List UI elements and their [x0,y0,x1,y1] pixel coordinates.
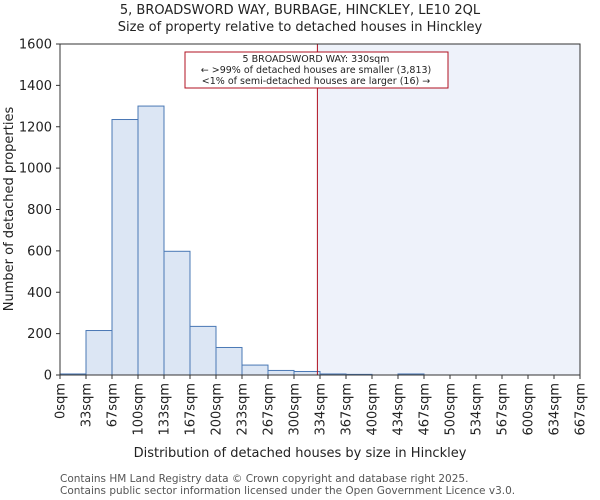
y-tick-label: 0 [44,369,52,384]
x-tick-label: 567sqm [496,383,511,436]
x-tick-label: 167sqm [184,383,199,436]
x-tick-label: 133sqm [158,383,173,436]
histogram-bar [137,105,165,376]
y-tick-label: 800 [27,203,52,218]
x-tick-label: 67sqm [106,383,121,427]
histogram-chart: 5, BROADSWORD WAY, BURBAGE, HINCKLEY, LE… [2,3,589,461]
y-tick-label: 1000 [19,162,52,177]
x-tick-label: 500sqm [444,383,459,436]
histogram-bar [85,330,113,376]
x-tick-label: 667sqm [574,383,589,436]
x-tick-label: 634sqm [548,383,563,436]
y-tick-label: 600 [27,244,52,259]
y-tick-label: 200 [27,327,52,342]
x-tick-label: 0sqm [54,383,69,419]
x-tick-label: 233sqm [236,383,251,436]
annotation-box: 5 BROADSWORD WAY: 330sqm ← >99% of detac… [184,51,449,89]
footer-attribution: Contains HM Land Registry data © Crown c… [60,473,515,497]
y-axis-label: Number of detached properties [2,107,17,312]
annotation-line-1: 5 BROADSWORD WAY: 330sqm [243,54,390,65]
annotation-line-2: ← >99% of detached houses are smaller (3… [201,65,432,76]
larger-than-property-region [317,44,580,375]
y-tick-label: 1200 [19,120,52,135]
x-tick-label: 33sqm [80,383,95,427]
chart-subtitle: Size of property relative to detached ho… [118,20,483,35]
x-tick-label: 534sqm [470,383,485,436]
x-tick-label: 367sqm [340,383,355,436]
x-tick-label: 267sqm [262,383,277,436]
x-tick-label: 100sqm [132,383,147,436]
x-tick-label: 400sqm [366,383,381,436]
x-tick-label: 334sqm [314,383,329,436]
footer-line-2: Contains public sector information licen… [60,485,516,497]
histogram-bar [241,364,269,376]
annotation-line-3: <1% of semi-detached houses are larger (… [202,76,430,87]
y-tick-label: 1600 [19,38,52,53]
x-tick-label: 467sqm [418,383,433,436]
histogram-bar [267,369,295,376]
x-tick-label: 300sqm [288,383,303,436]
chart-title: 5, BROADSWORD WAY, BURBAGE, HINCKLEY, LE… [120,3,481,18]
histogram-bar [189,325,217,376]
y-tick-label: 400 [27,286,52,301]
histogram-bar [111,119,139,376]
x-tick-label: 434sqm [392,383,407,436]
histogram-bar [163,250,191,376]
x-axis-label: Distribution of detached houses by size … [134,446,467,461]
histogram-bar [215,346,243,376]
footer-line-1: Contains HM Land Registry data © Crown c… [60,473,469,485]
histogram-bar [293,370,321,376]
x-tick-label: 200sqm [210,383,225,436]
x-tick-label: 600sqm [522,383,537,436]
y-tick-label: 1400 [19,79,52,94]
